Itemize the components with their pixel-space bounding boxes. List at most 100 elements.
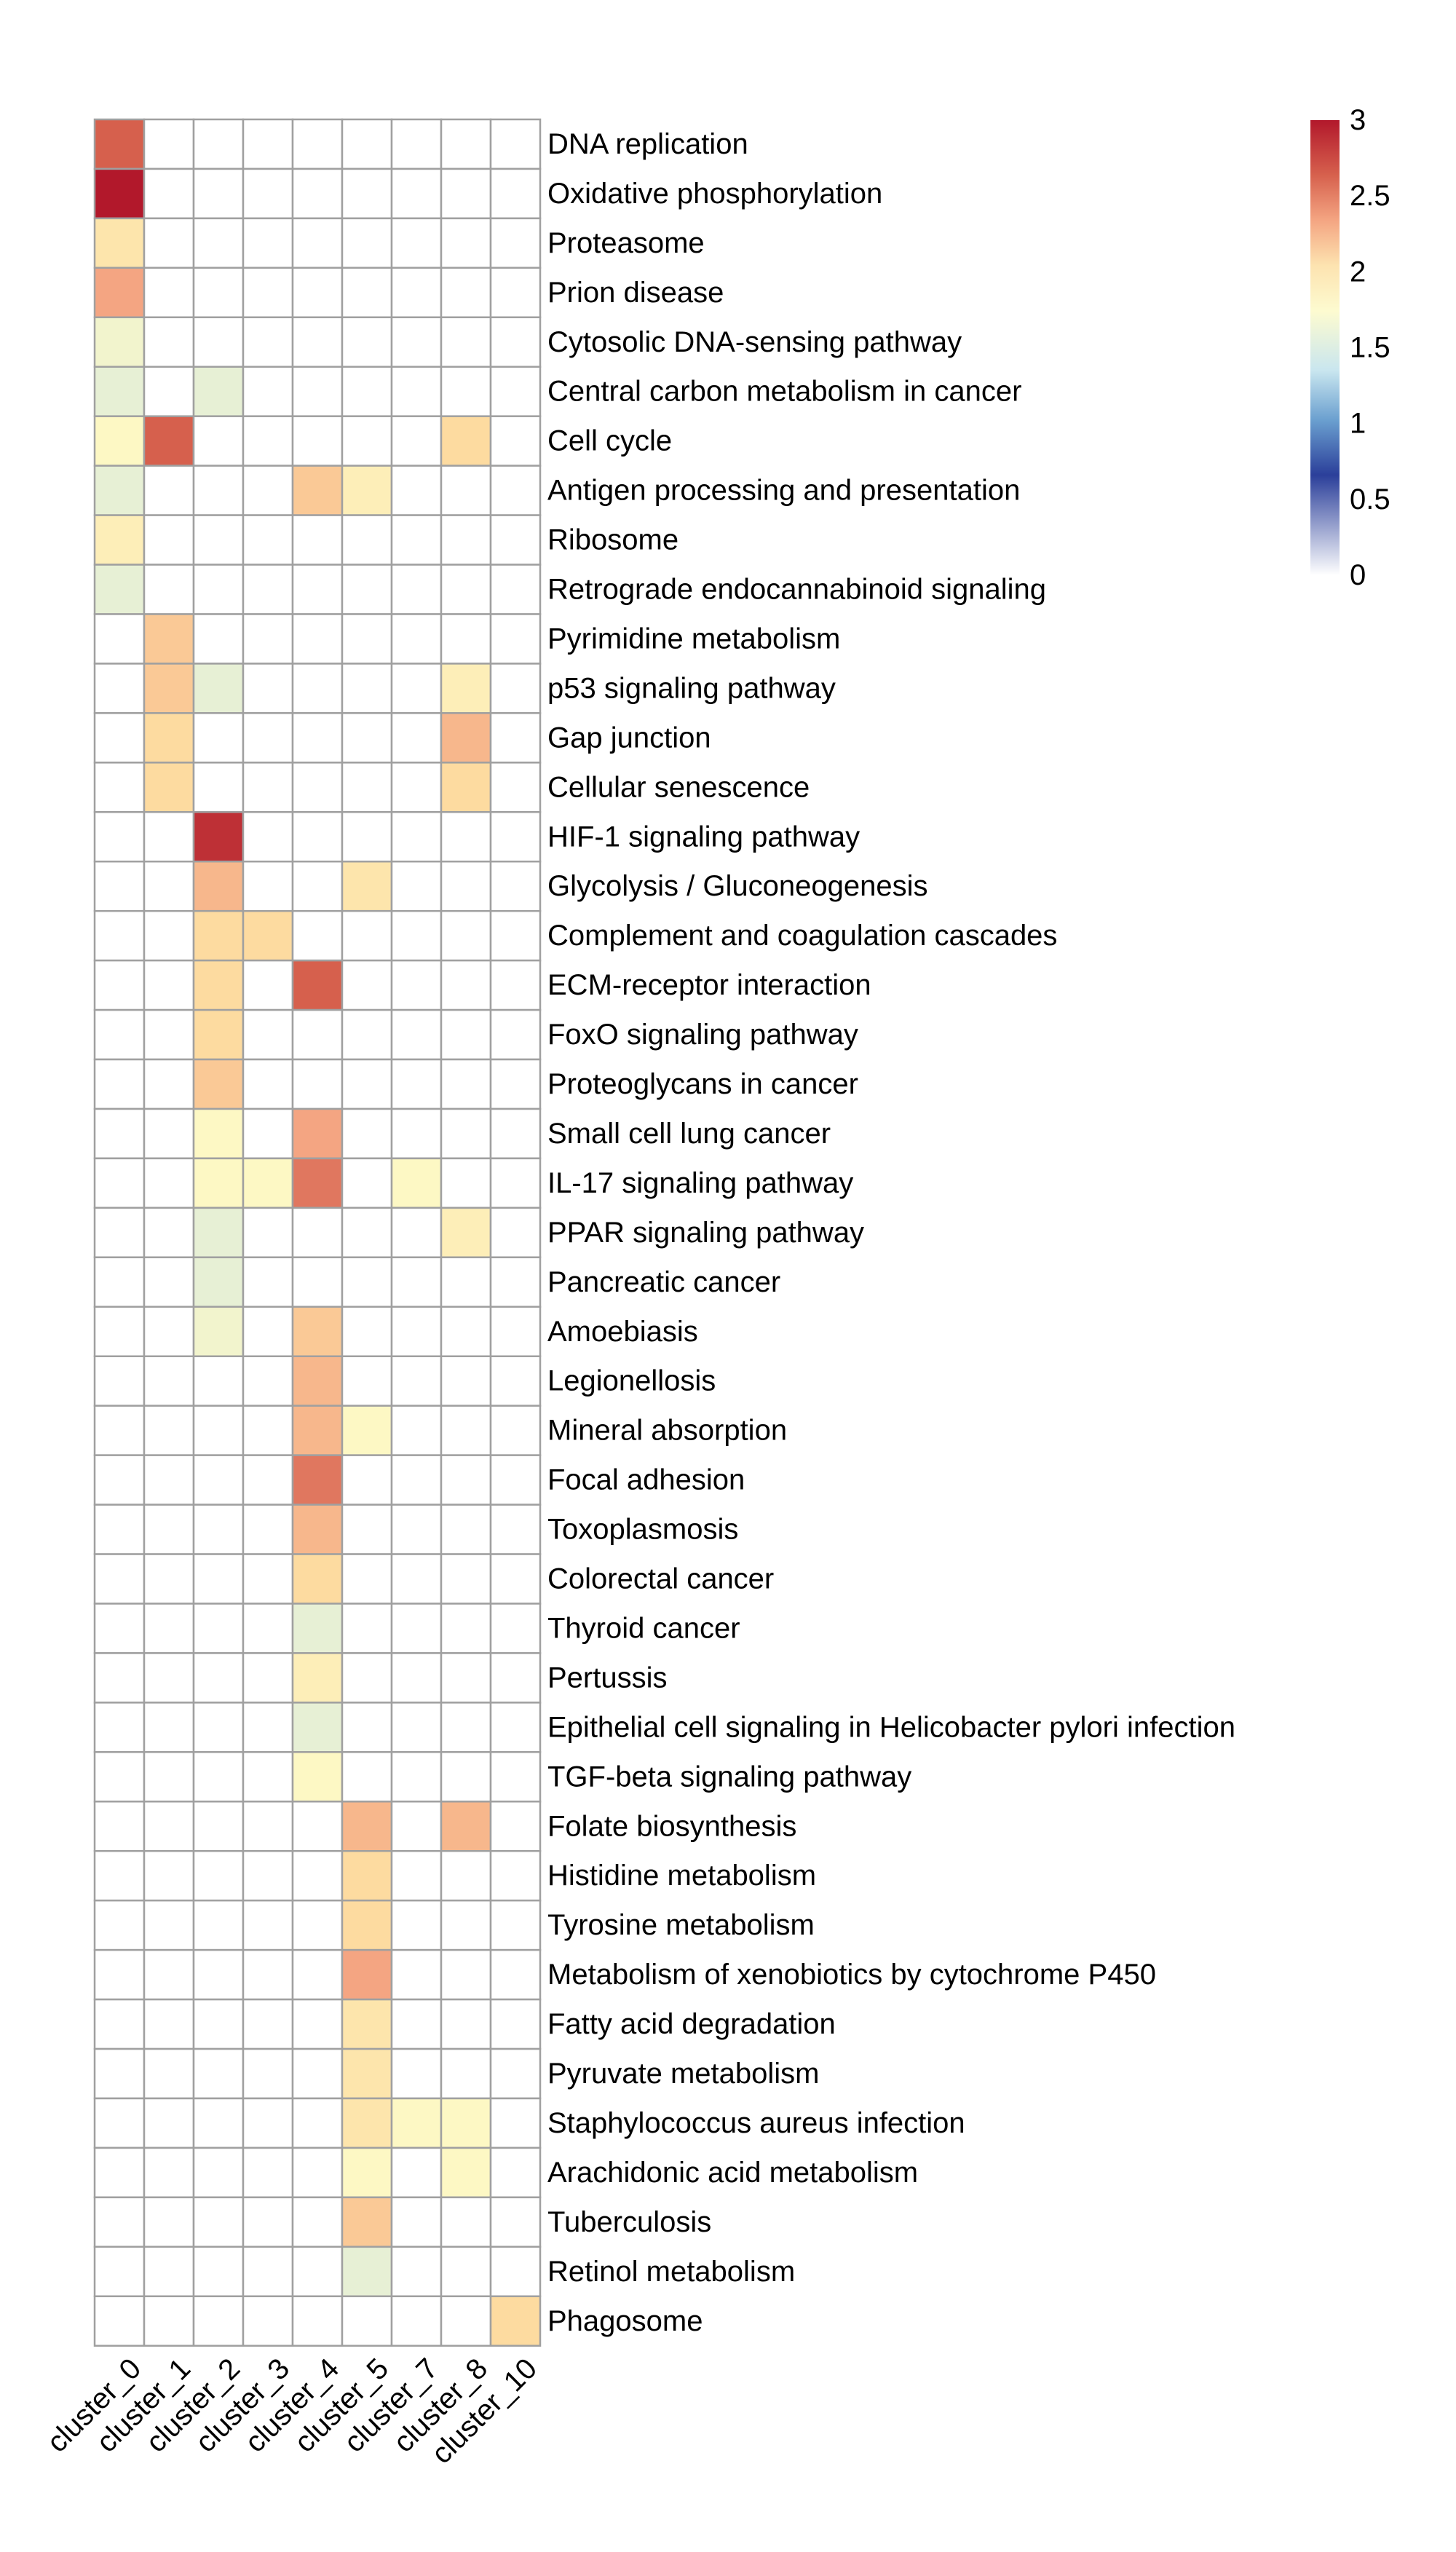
heatmap-cell: [143, 2295, 195, 2347]
heatmap-cell: [440, 1702, 492, 1753]
heatmap-cell: [143, 1405, 195, 1456]
heatmap-cell: [489, 909, 542, 962]
heatmap-cell: [390, 1058, 443, 1110]
heatmap-cell: [390, 1652, 443, 1704]
heatmap-cell: [192, 415, 245, 467]
heatmap-cell: [341, 465, 393, 516]
heatmap-cell: [341, 316, 393, 368]
heatmap-cell: [390, 1355, 443, 1407]
heatmap-cell: [291, 1256, 344, 1308]
heatmap-cell: [489, 1801, 542, 1852]
heatmap-cell: [93, 762, 146, 813]
heatmap-cell: [440, 811, 492, 863]
heatmap-cell: [93, 1058, 146, 1110]
heatmap-cell: [143, 366, 195, 417]
heatmap-cell: [192, 1603, 245, 1654]
heatmap-cell: [242, 1553, 294, 1605]
colorbar-tick-label: 2: [1350, 256, 1366, 288]
heatmap-cell: [242, 514, 294, 566]
heatmap-cell: [341, 1702, 393, 1753]
heatmap-cell: [192, 861, 245, 912]
heatmap-cell: [489, 1405, 542, 1456]
heatmap-cell: [341, 613, 393, 665]
heatmap-cell: [291, 663, 344, 714]
heatmap-cell: [192, 1355, 245, 1407]
heatmap-cell: [143, 663, 195, 714]
heatmap-cell: [192, 1454, 245, 1506]
heatmap-cell: [291, 909, 344, 962]
heatmap-cell: [390, 1256, 443, 1308]
heatmap-cell: [291, 2196, 344, 2248]
heatmap-cell: [143, 118, 195, 170]
heatmap-cell: [192, 1899, 245, 1951]
heatmap-cell: [192, 366, 245, 417]
heatmap-cell: [143, 1603, 195, 1654]
heatmap-cell: [291, 811, 344, 863]
heatmap-cell: [489, 1355, 542, 1407]
heatmap-cell: [291, 316, 344, 368]
heatmap-cell: [390, 1603, 443, 1654]
heatmap-cell: [242, 465, 294, 516]
row-label: IL-17 signaling pathway: [547, 1167, 853, 1199]
heatmap-cell: [341, 118, 393, 170]
row-label: Thyroid cancer: [547, 1612, 740, 1644]
heatmap-cell: [390, 167, 443, 220]
heatmap-cell: [192, 2245, 245, 2298]
row-label: Mineral absorption: [547, 1415, 787, 1447]
heatmap-cell: [291, 1652, 344, 1704]
heatmap-cell: [291, 1751, 344, 1803]
row-label: Toxoplasmosis: [547, 1514, 738, 1546]
heatmap-cell: [440, 2146, 492, 2199]
heatmap-cell: [390, 415, 443, 467]
heatmap-cell: [192, 1553, 245, 1605]
heatmap-cell: [143, 2097, 195, 2149]
colorbar-tick-label: 1.5: [1350, 332, 1390, 364]
heatmap-cell: [489, 2097, 542, 2149]
heatmap-cell: [341, 2047, 393, 2100]
row-label: DNA replication: [547, 128, 748, 160]
row-label: Retrograde endocannabinoid signaling: [547, 574, 1046, 606]
heatmap-cell: [192, 316, 245, 368]
heatmap-cell: [440, 1256, 492, 1308]
heatmap-cell: [341, 1603, 393, 1654]
heatmap-cell: [242, 762, 294, 813]
row-label: Gap junction: [547, 722, 711, 754]
heatmap-cell: [143, 1206, 195, 1259]
heatmap-cell: [341, 1504, 393, 1555]
row-label: Legionellosis: [547, 1365, 716, 1397]
heatmap-cell: [489, 1256, 542, 1308]
heatmap-cell: [440, 564, 492, 615]
heatmap-cell: [440, 1206, 492, 1259]
heatmap-cell: [291, 1206, 344, 1259]
heatmap-cell: [143, 564, 195, 615]
heatmap-cell: [390, 1305, 443, 1358]
heatmap-cell: [440, 316, 492, 368]
heatmap-cell: [390, 316, 443, 368]
heatmap-cell: [489, 2047, 542, 2100]
heatmap-cell: [93, 1553, 146, 1605]
heatmap-cell: [143, 1504, 195, 1555]
row-label: p53 signaling pathway: [547, 672, 836, 704]
heatmap-cell: [489, 613, 542, 665]
heatmap-cell: [390, 2196, 443, 2248]
heatmap-cell: [192, 663, 245, 714]
row-label: Cellular senescence: [547, 771, 810, 803]
heatmap-cell: [143, 1355, 195, 1407]
heatmap-cell: [93, 959, 146, 1011]
heatmap-cell: [192, 2146, 245, 2199]
heatmap-cell: [291, 564, 344, 615]
heatmap-cell: [489, 1553, 542, 1605]
heatmap-cell: [192, 217, 245, 269]
heatmap-cell: [489, 1751, 542, 1803]
heatmap-cell: [489, 1305, 542, 1358]
heatmap-cell: [93, 2196, 146, 2248]
heatmap-cell: [242, 366, 294, 417]
heatmap-cell: [390, 1553, 443, 1605]
heatmap-cell: [291, 1899, 344, 1951]
heatmap-cell: [192, 1801, 245, 1852]
row-label: Colorectal cancer: [547, 1563, 774, 1595]
heatmap-cell: [390, 861, 443, 912]
heatmap-cell: [143, 415, 195, 467]
heatmap-cell: [291, 1504, 344, 1555]
heatmap-cell: [440, 415, 492, 467]
